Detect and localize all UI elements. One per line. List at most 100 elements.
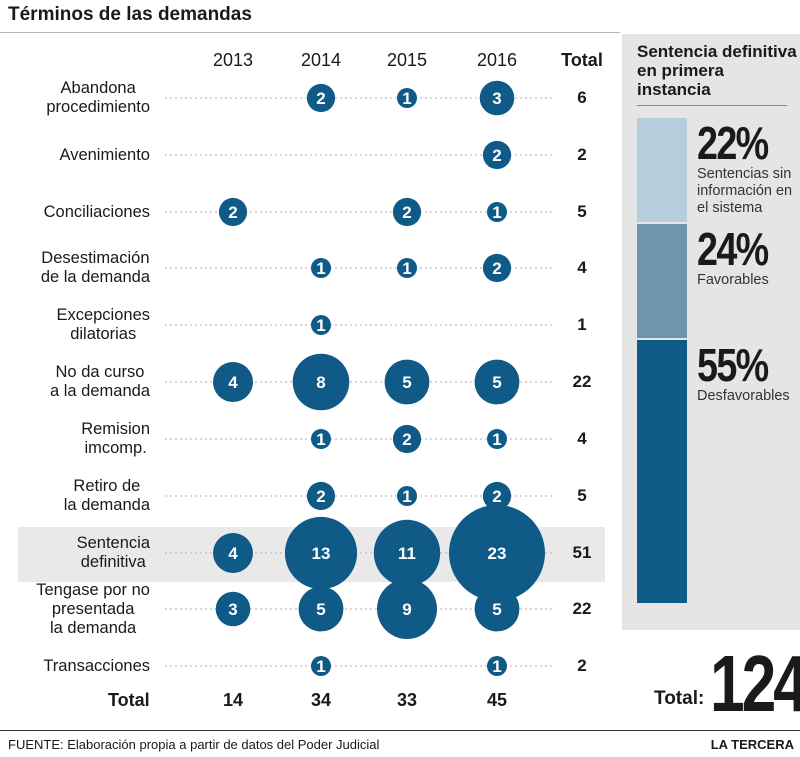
column-total-2013: 14 xyxy=(222,690,244,710)
bubble-circle xyxy=(284,516,358,590)
bubble-circle xyxy=(392,197,422,227)
row-label-line: Conciliaciones xyxy=(43,202,150,221)
brand-logo-text: LA TERCERA xyxy=(710,737,794,752)
row-total: 22 xyxy=(572,372,592,391)
row-label-line: procedimiento xyxy=(46,98,150,116)
bubble-2014: 2 xyxy=(306,83,336,113)
bubble-circle xyxy=(373,519,441,587)
bubble-value: 8 xyxy=(316,373,325,392)
column-header-total: Total xyxy=(561,50,603,70)
bubble-2016: 1 xyxy=(487,202,507,222)
bubble-2015: 1 xyxy=(397,258,417,278)
row-label: Sentencia definitiva xyxy=(77,534,150,572)
bubble-value: 5 xyxy=(492,600,501,619)
row-total: 51 xyxy=(572,543,592,562)
bubble-2015: 9 xyxy=(377,579,437,639)
bubble-2016: 1 xyxy=(487,656,507,676)
bubble-circle xyxy=(377,579,437,639)
column-total-2016: 45 xyxy=(486,690,508,710)
row-total: 2 xyxy=(577,145,587,164)
bubble-2016: 2 xyxy=(482,481,512,511)
row-label-line: imcomp. xyxy=(84,439,147,457)
row-label-line: Tengase por no xyxy=(36,580,150,599)
row-label-line: Transacciones xyxy=(43,656,150,675)
bubble-value: 4 xyxy=(228,373,238,392)
row-total: 4 xyxy=(577,429,587,448)
row-label-line: Excepciones xyxy=(56,306,150,324)
column-header-2013: 2013 xyxy=(212,50,254,70)
row-label-line: Avenimiento xyxy=(59,145,150,164)
bubble-circle xyxy=(311,258,331,278)
bubble-2015: 2 xyxy=(392,197,422,227)
row-label-line: Remision xyxy=(81,420,150,438)
column-total-2014: 34 xyxy=(310,690,332,710)
bubble-2014: 1 xyxy=(311,429,331,449)
bubble-value: 1 xyxy=(316,657,325,676)
row-label-line: Retiro de xyxy=(73,477,141,495)
bubble-value: 4 xyxy=(228,544,238,563)
segment-label: Favorables xyxy=(697,272,769,289)
bubble-2016: 23 xyxy=(449,505,545,601)
bubble-value: 1 xyxy=(492,203,501,222)
row-label-line: a la demanda xyxy=(50,382,150,400)
bubble-2013: 2 xyxy=(218,197,248,227)
bubble-2016: 2 xyxy=(482,140,512,170)
bubble-value: 1 xyxy=(402,259,411,278)
bubble-value: 2 xyxy=(402,203,411,222)
bubble-circle xyxy=(306,83,336,113)
row-label-line: la demanda xyxy=(50,618,137,637)
bubble-plot: 2 1 322 2 11 1 214 8 5 51 2 12 1 24 13 11 233 5 9 51 1 xyxy=(165,80,555,676)
sidebar-title: Sentencia definitiva en primera instanci… xyxy=(637,42,797,99)
bubble-2014: 5 xyxy=(298,586,344,632)
column-total-2015: 33 xyxy=(396,690,418,710)
row-total: 5 xyxy=(577,486,587,505)
bubble-value: 1 xyxy=(316,259,325,278)
row-label-line: dilatorias xyxy=(70,325,137,343)
bubble-value: 3 xyxy=(228,600,237,619)
bubble-circle xyxy=(397,258,417,278)
bubble-circle xyxy=(482,481,512,511)
bubble-circle xyxy=(487,429,507,449)
bubble-value: 2 xyxy=(492,487,501,506)
bubble-value: 5 xyxy=(492,373,501,392)
row-label-line: definitiva xyxy=(80,553,146,571)
bubble-circle xyxy=(482,253,512,283)
sidebar-divider xyxy=(637,105,787,106)
bubble-circle xyxy=(449,505,545,601)
row-label-line: Desestimación xyxy=(41,249,150,267)
bubble-circle xyxy=(479,80,515,116)
bubble-circle xyxy=(392,424,422,454)
row-label-line: presentada xyxy=(51,599,135,618)
bar-segment xyxy=(637,118,687,223)
row-label-line: Sentencia xyxy=(76,534,150,552)
row-total: 22 xyxy=(572,599,592,618)
bubble-circle xyxy=(397,486,417,506)
bubble-value: 2 xyxy=(316,487,325,506)
row-label-line: Abandona xyxy=(60,79,136,97)
bubble-circle xyxy=(474,586,520,632)
bubble-2015: 2 xyxy=(392,424,422,454)
bubble-value: 1 xyxy=(402,487,411,506)
bubble-circle xyxy=(474,359,520,405)
row-label: Retiro de la demanda xyxy=(64,477,150,515)
bubble-value: 2 xyxy=(228,203,237,222)
bubble-circle xyxy=(487,202,507,222)
bubble-circle xyxy=(306,481,336,511)
row-label: Remision imcomp. xyxy=(81,420,150,458)
bubble-value: 2 xyxy=(492,259,501,278)
bubble-circle xyxy=(397,88,417,108)
bubble-circle xyxy=(384,359,430,405)
row-label: No da curso a la demanda xyxy=(50,363,150,401)
bubble-2014: 2 xyxy=(306,481,336,511)
bubble-circle xyxy=(213,362,253,402)
row-label: Conciliaciones xyxy=(44,203,150,222)
source-note: FUENTE: Elaboración propia a partir de d… xyxy=(8,737,380,752)
bubble-value: 13 xyxy=(312,544,331,563)
title-divider xyxy=(0,32,620,33)
row-label: Transacciones xyxy=(43,657,150,676)
bubble-circle xyxy=(218,197,248,227)
row-label: Excepciones dilatorias xyxy=(56,306,150,344)
bubble-circle xyxy=(311,315,331,335)
row-total: 6 xyxy=(577,88,587,107)
bubble-2016: 3 xyxy=(479,80,515,116)
